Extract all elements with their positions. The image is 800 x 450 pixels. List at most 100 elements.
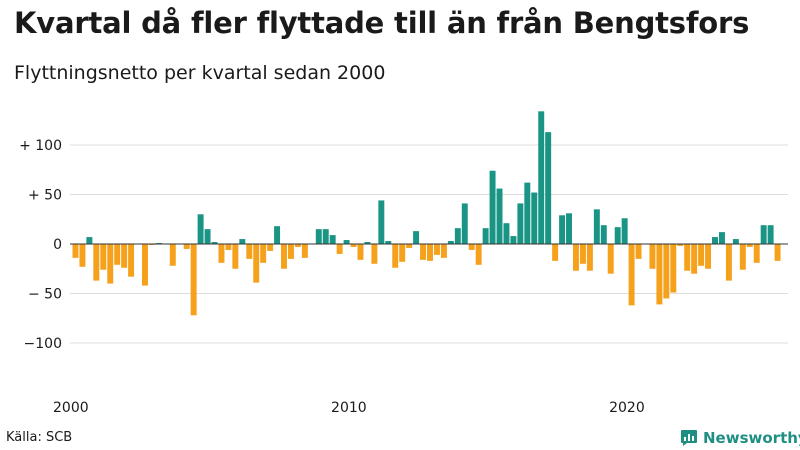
bar-negative	[301, 244, 308, 258]
y-axis-ticks: + 100 + 50 0 − 50 −100	[19, 138, 62, 352]
bar-positive	[239, 239, 246, 244]
bar-positive	[593, 209, 600, 244]
y-tick-label: −100	[24, 336, 62, 352]
bar-negative	[93, 244, 100, 281]
bar-negative	[294, 244, 301, 247]
bar-positive	[211, 242, 218, 244]
bar-negative	[420, 244, 427, 260]
bar-positive	[86, 237, 93, 244]
bar-negative	[628, 244, 635, 306]
bar-positive	[545, 132, 552, 244]
bar-positive	[517, 203, 524, 244]
bar-positive	[447, 241, 454, 244]
gridlines	[70, 144, 788, 344]
bar-positive	[538, 111, 545, 244]
bar-negative	[399, 244, 406, 262]
bar-negative	[670, 244, 677, 293]
bar-positive	[510, 236, 517, 244]
bar-positive	[413, 231, 420, 244]
bar-negative	[725, 244, 732, 281]
bar-negative	[573, 244, 579, 271]
bar-positive	[454, 228, 461, 244]
bar-negative	[288, 244, 294, 259]
bar-negative	[246, 244, 253, 259]
bar-positive	[566, 213, 572, 244]
bar-negative	[586, 244, 593, 271]
bar-negative	[698, 244, 705, 266]
bar-positive	[614, 227, 621, 244]
bar-negative	[72, 244, 79, 258]
bar-positive	[600, 225, 607, 244]
bar-positive	[760, 225, 767, 244]
bar-negative	[433, 244, 440, 255]
bar-positive	[315, 229, 322, 244]
x-tick-label: 2000	[53, 400, 89, 416]
bar-positive	[461, 203, 468, 244]
bar-negative	[128, 244, 135, 277]
bar-negative	[225, 244, 232, 250]
brand-name: Newsworthy	[703, 429, 800, 447]
bar-negative	[267, 244, 274, 251]
bar-negative	[468, 244, 475, 250]
bar-positive	[767, 225, 774, 244]
bar-positive	[197, 214, 204, 244]
y-tick-label: + 100	[19, 138, 62, 154]
bar-negative	[684, 244, 691, 271]
bar-negative	[440, 244, 447, 258]
y-tick-label: − 50	[28, 287, 62, 303]
bar-positive	[524, 182, 531, 244]
bar-negative	[406, 244, 413, 248]
y-tick-label: + 50	[28, 188, 62, 204]
bar-negative	[635, 244, 642, 259]
x-axis-ticks: 2000 2010 2020	[53, 400, 645, 416]
bar-positive	[712, 237, 718, 244]
bar-negative	[79, 244, 86, 267]
bar-negative	[232, 244, 239, 269]
bar-negative	[746, 244, 753, 247]
bar-negative	[218, 244, 225, 263]
bar-negative	[705, 244, 712, 269]
bar-negative	[649, 244, 656, 269]
bar-positive	[559, 215, 566, 244]
bar-negative	[142, 244, 148, 286]
brand-logo[interactable]: Newsworthy	[680, 428, 800, 448]
bar-negative	[121, 244, 128, 268]
bar-negative	[579, 244, 586, 264]
bar-chart-logo-icon	[681, 430, 697, 446]
bar-negative	[169, 244, 176, 266]
bar-negative	[552, 244, 559, 261]
bar-negative	[392, 244, 399, 268]
bar-positive	[489, 170, 496, 244]
bar-negative	[739, 244, 746, 270]
bar-positive	[385, 241, 392, 244]
source-note: Källa: SCB	[6, 430, 73, 445]
bar-positive	[496, 188, 503, 244]
bar-negative	[107, 244, 114, 284]
bar-negative	[357, 244, 364, 260]
bar-negative	[336, 244, 343, 254]
bar-positive	[531, 192, 538, 244]
bar-positive	[378, 200, 385, 244]
bar-negative	[691, 244, 698, 274]
bar-negative	[190, 244, 197, 316]
x-tick-label: 2020	[609, 400, 645, 416]
bar-negative	[607, 244, 614, 274]
bar-negative	[663, 244, 670, 299]
bar-positive	[204, 229, 211, 244]
bar-negative	[100, 244, 107, 270]
bar-negative	[677, 244, 684, 246]
bar-positive	[503, 223, 510, 244]
bar-negative	[350, 244, 357, 247]
bar-negative	[475, 244, 482, 265]
bar-positive	[482, 228, 489, 244]
bar-negative	[281, 244, 287, 269]
bar-positive	[322, 229, 329, 244]
bar-positive	[621, 218, 628, 244]
bar-negative	[253, 244, 260, 283]
y-tick-label: 0	[53, 237, 62, 253]
chart-title: Kvartal då fler flyttade till än från Be…	[14, 6, 750, 40]
bar-negative	[183, 244, 190, 249]
bar-positive	[732, 239, 739, 244]
x-tick-label: 2010	[331, 400, 367, 416]
